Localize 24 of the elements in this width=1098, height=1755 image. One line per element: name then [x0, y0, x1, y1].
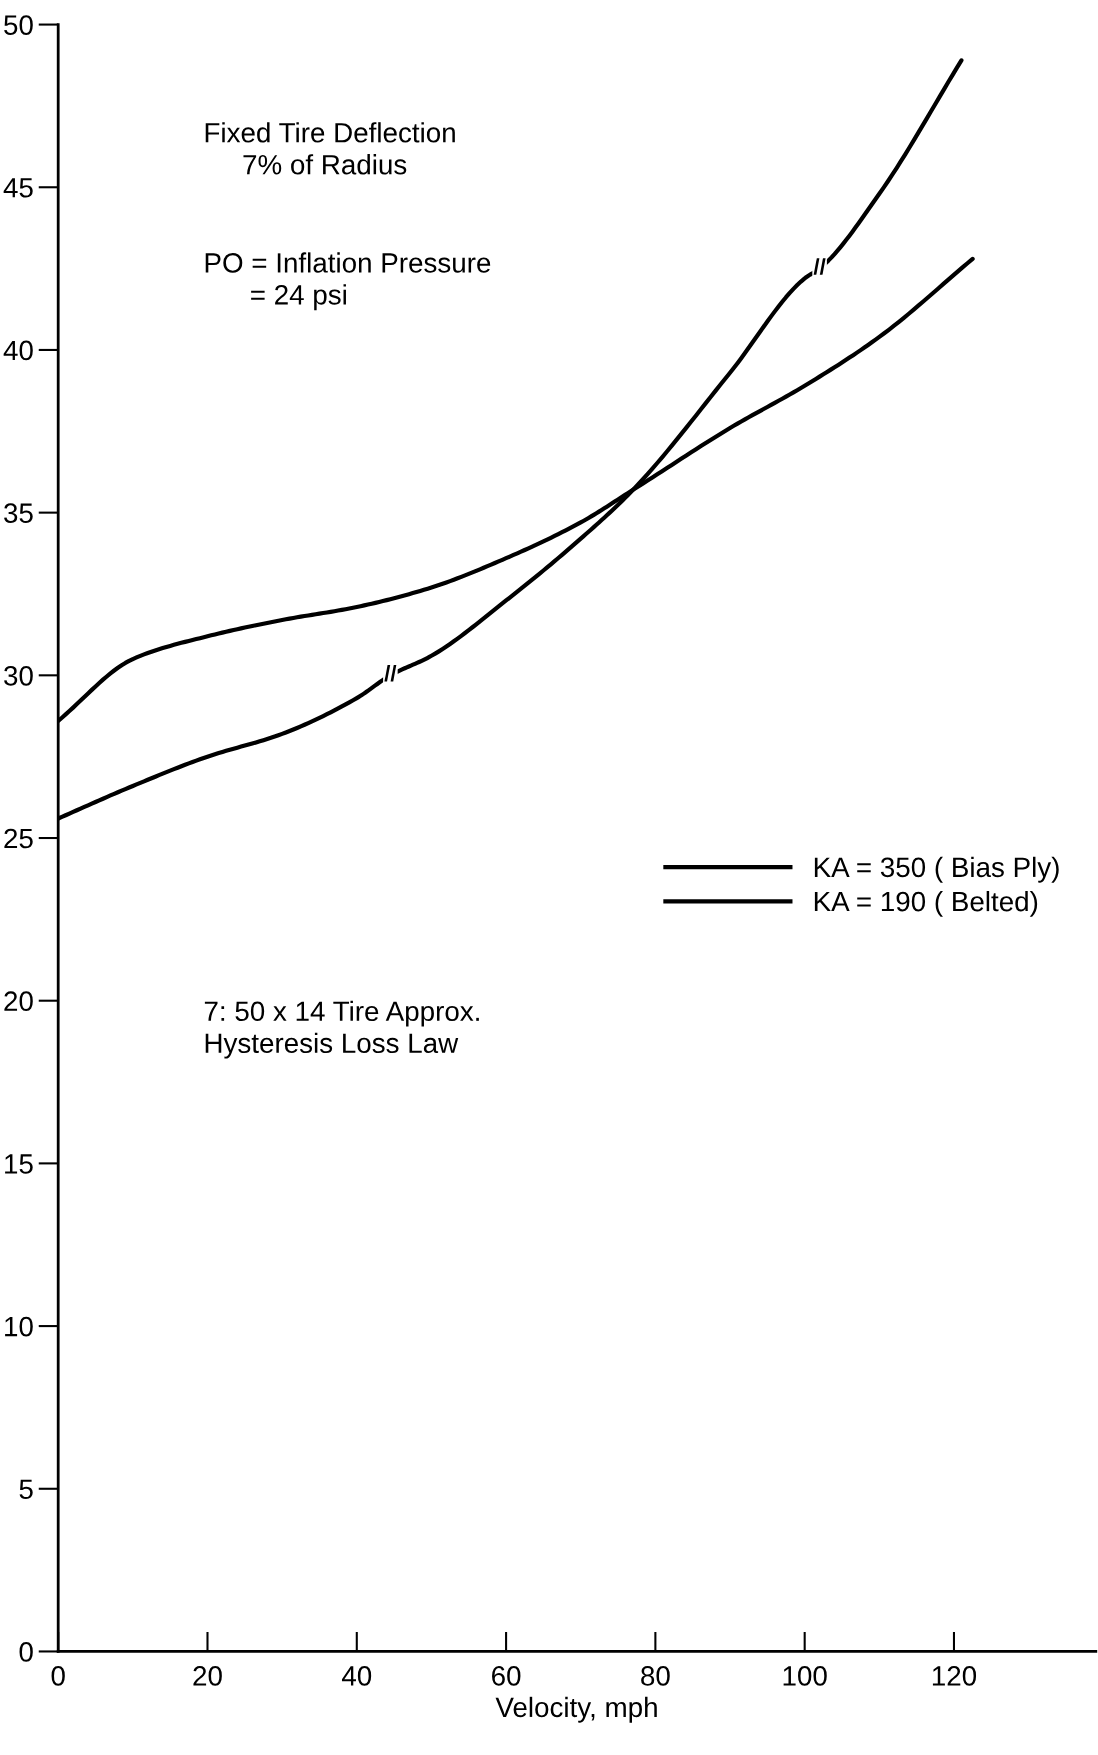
y-tick-label: 40 [3, 340, 33, 361]
x-tick-label: 20 [193, 1666, 222, 1686]
x-tick-label: 100 [783, 1666, 827, 1686]
x-tick-label: 0 [51, 1666, 65, 1686]
y-tick-label: 15 [5, 1154, 33, 1174]
legend-label: KA = 350 ( Bias Ply) [814, 856, 1059, 883]
x-tick-label: 120 [932, 1666, 977, 1686]
legend-label: KA = 190 ( Belted) [814, 890, 1038, 917]
y-tick-label: 5 [19, 1479, 33, 1500]
y-tick-label: 20 [4, 991, 33, 1012]
y-tick-label: 10 [5, 1316, 33, 1337]
y-tick-label: 30 [4, 665, 33, 686]
x-tick-label: 80 [641, 1666, 670, 1686]
y-tick-label: 35 [4, 503, 33, 523]
y-tick-label: 50 [4, 15, 33, 35]
x-tick-label: 60 [492, 1666, 521, 1686]
annotation: Fixed Tire Deflection 7% of Radius [205, 122, 455, 175]
y-tick-label: 45 [3, 178, 33, 198]
annotation: 7: 50 x 14 Tire Approx. Hysteresis Loss Law [204, 1000, 479, 1059]
x-tick-label: 40 [341, 1666, 372, 1686]
x-axis-title: Velocity, mph [495, 1696, 657, 1723]
annotation: PO = Inflation Pressure = 24 psi [205, 252, 491, 311]
y-tick-label: 25 [4, 828, 33, 849]
y-tick-label: 0 [19, 1642, 33, 1662]
